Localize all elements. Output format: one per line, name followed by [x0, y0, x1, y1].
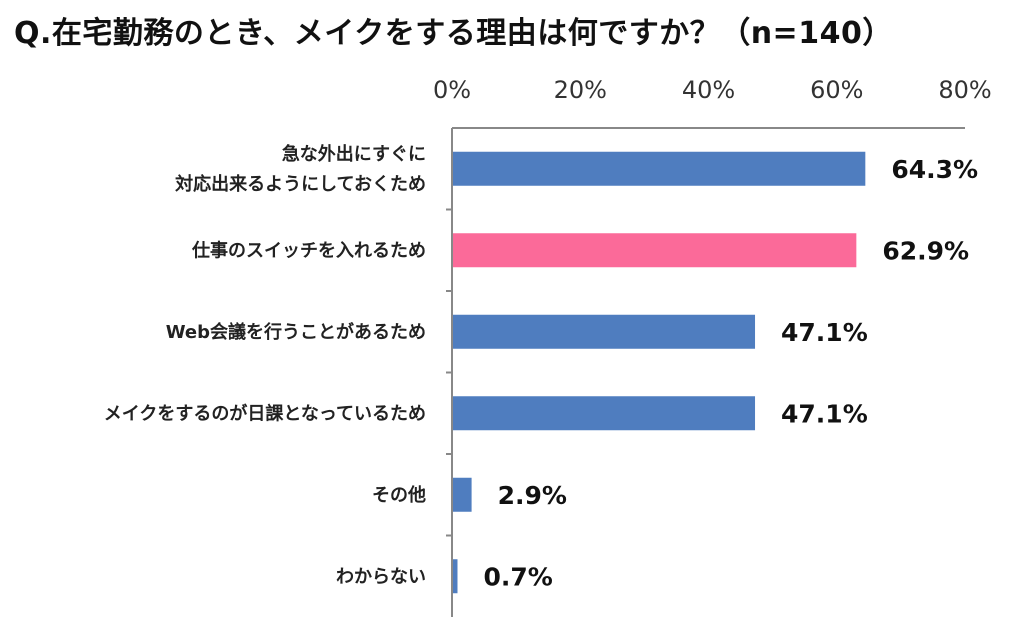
- category-label: その他: [372, 484, 426, 506]
- category-label: 対応出来るようにしておくため: [174, 173, 426, 195]
- bar: [453, 314, 756, 349]
- category-label: メイクをするのが日課となっているため: [104, 402, 426, 424]
- bar: [453, 151, 866, 186]
- bar-group: [453, 151, 866, 594]
- bar-value-label: 64.3%: [891, 155, 978, 184]
- bar: [453, 233, 857, 268]
- category-label: 仕事のスイッチを入れるため: [191, 239, 426, 261]
- category-label: Web会議を行うことがあるため: [166, 321, 426, 343]
- bar-value-label: 2.9%: [498, 481, 567, 510]
- bar-value-label: 47.1%: [781, 318, 868, 347]
- x-tick-label: 40%: [682, 76, 735, 104]
- x-tick-label: 20%: [554, 76, 607, 104]
- bar: [453, 477, 472, 512]
- tick-label-group: 0% 20% 40% 60% 80%: [433, 76, 992, 104]
- bar: [453, 559, 458, 594]
- category-label: わからない: [336, 566, 426, 587]
- x-tick-label: 80%: [938, 76, 991, 104]
- bar-value-label: 62.9%: [882, 236, 969, 265]
- axis-group: [446, 127, 965, 617]
- bar-value-label: 0.7%: [483, 562, 552, 591]
- x-tick-label: 60%: [810, 76, 863, 104]
- bar-value-label: 47.1%: [781, 399, 868, 428]
- x-tick-label: 0%: [433, 76, 471, 104]
- category-label: 急な外出にすぐに: [282, 143, 426, 165]
- chart-title: Q.在宅勤務のとき、メイクをする理由は何ですか？（n=140）: [14, 16, 893, 51]
- value-label-group: 64.3% 62.9% 47.1% 47.1% 2.9% 0.7%: [483, 155, 978, 592]
- bar: [453, 396, 756, 431]
